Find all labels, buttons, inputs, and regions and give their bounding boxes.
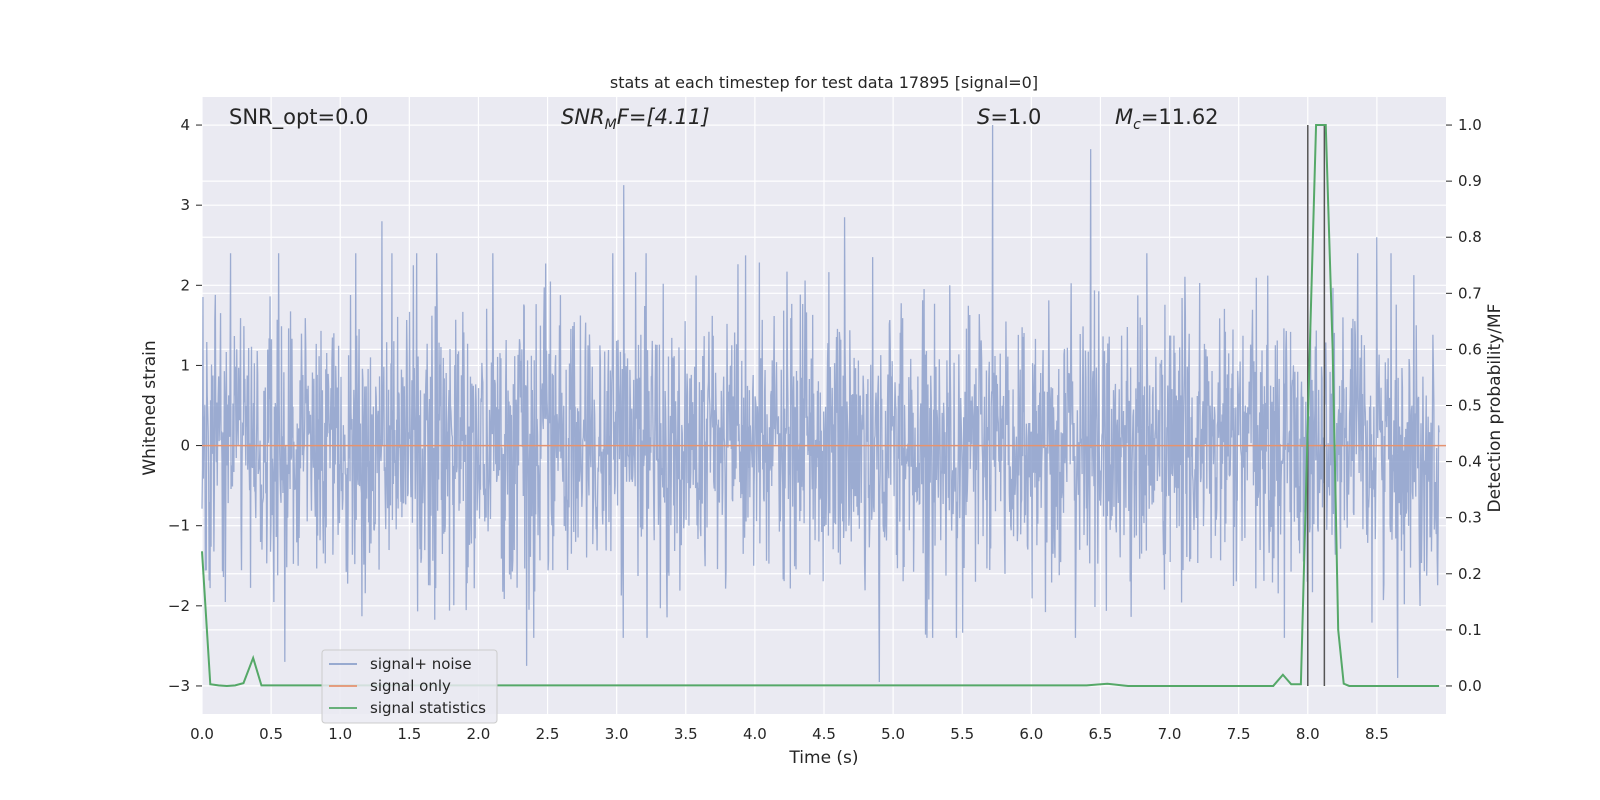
x-tick-label: 6.5 <box>1089 725 1113 743</box>
annotation-snr-opt: SNR_opt=0.0 <box>229 105 369 130</box>
legend: signal+ noise signal only signal statist… <box>321 649 498 724</box>
y-tick-label-right: 0.5 <box>1458 397 1482 415</box>
y-tick-label-left: 3 <box>180 196 190 214</box>
legend-label-signal-statistics: signal statistics <box>370 699 486 717</box>
y-tick-label-right: 0.8 <box>1458 228 1482 246</box>
y-tick-label-right: 0.9 <box>1458 172 1482 190</box>
annotation-mc-rest: =11.62 <box>1141 105 1219 129</box>
annotation-mc-main: M <box>1115 105 1133 129</box>
y-tick-label-left: 4 <box>180 116 190 134</box>
x-tick-label: 5.0 <box>881 725 905 743</box>
x-tick-label: 1.0 <box>328 725 352 743</box>
annotation-snr-mf-sub: M <box>605 117 617 133</box>
x-tick-label: 3.5 <box>674 725 698 743</box>
y-tick-label-left: −1 <box>168 517 190 535</box>
y-axis-left-label: Whitened strain <box>140 340 160 475</box>
annotation-s-main: S <box>977 105 990 129</box>
x-tick-label: 1.5 <box>397 725 421 743</box>
annotation-mc: Mc=11.62 <box>1115 105 1219 133</box>
x-tick-label: 2.5 <box>536 725 560 743</box>
x-tick-label: 8.0 <box>1296 725 1320 743</box>
y-axis-right-label: Detection probability/MF <box>1485 304 1505 513</box>
legend-box <box>321 649 498 724</box>
y-tick-label-right: 0.6 <box>1458 340 1482 358</box>
y-tick-label-left: −3 <box>168 677 190 695</box>
y-tick-label-right: 0.3 <box>1458 509 1482 527</box>
annotation-snr-mf-main: SNR <box>561 105 605 129</box>
annotation-snr-mf: SNRMF=[4.11] <box>561 105 710 133</box>
legend-label-signal-noise: signal+ noise <box>370 655 472 673</box>
y-tick-label-right: 0.1 <box>1458 621 1482 639</box>
x-tick-label: 7.0 <box>1158 725 1182 743</box>
y-axis-left-ticks: −3 −2 −1 0 1 2 3 4 <box>168 116 202 695</box>
annotation-snr-mf-rest: F=[4.11] <box>617 105 710 129</box>
x-axis-label: Time (s) <box>788 748 858 768</box>
x-tick-label: 0.5 <box>259 725 283 743</box>
x-tick-label: 7.5 <box>1227 725 1251 743</box>
legend-label-signal-only: signal only <box>370 677 451 695</box>
x-axis-ticks: 0.0 0.5 1.0 1.5 2.0 2.5 3.0 3.5 4.0 4.5 5.0 5.5 6.0 6… <box>190 725 1389 743</box>
annotation-s-rest: =1.0 <box>990 105 1041 129</box>
y-tick-label-right: 1.0 <box>1458 116 1482 134</box>
annotation-s: S=1.0 <box>977 105 1041 129</box>
x-tick-label: 0.0 <box>190 725 214 743</box>
y-tick-label-left: 0 <box>180 437 190 455</box>
x-tick-label: 2.0 <box>467 725 491 743</box>
y-tick-label-right: 0.7 <box>1458 284 1482 302</box>
x-tick-label: 3.0 <box>605 725 629 743</box>
y-tick-label-left: 2 <box>180 276 190 294</box>
y-tick-label-left: −2 <box>168 597 190 615</box>
y-axis-right-ticks: 0.0 0.1 0.2 0.3 0.4 0.5 0.6 0.7 0.8 0.9 1.0 <box>1446 116 1482 695</box>
signal-statistics-line <box>201 124 1440 687</box>
x-tick-label: 5.5 <box>950 725 974 743</box>
y-tick-label-right: 0.4 <box>1458 453 1482 471</box>
y-tick-label-left: 1 <box>180 356 190 374</box>
chart-title: stats at each timestep for test data 178… <box>610 73 1038 92</box>
x-tick-label: 4.5 <box>812 725 836 743</box>
x-tick-label: 4.0 <box>743 725 767 743</box>
x-tick-label: 8.5 <box>1365 725 1389 743</box>
y-tick-label-right: 0.0 <box>1458 677 1482 695</box>
y-tick-label-right: 0.2 <box>1458 565 1482 583</box>
annotation-mc-sub: c <box>1133 117 1141 133</box>
x-tick-label: 6.0 <box>1019 725 1043 743</box>
signal-statistics-series <box>201 124 1440 687</box>
